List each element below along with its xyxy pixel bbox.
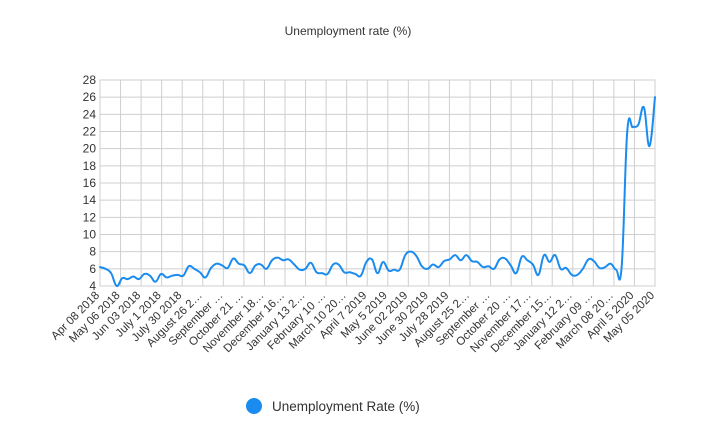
y-tick-label: 24	[83, 107, 97, 121]
legend-marker	[246, 398, 262, 414]
chart-title: Unemployment rate (%)	[285, 24, 412, 38]
y-tick-label: 22	[83, 125, 97, 139]
y-tick-label: 10	[83, 228, 97, 242]
y-tick-label: 26	[83, 90, 97, 104]
legend[interactable]: Unemployment Rate (%)	[246, 398, 420, 414]
y-tick-label: 16	[83, 176, 97, 190]
y-tick-label: 28	[83, 73, 97, 87]
y-tick-label: 18	[83, 159, 97, 173]
y-tick-label: 4	[89, 279, 96, 293]
grid	[99, 79, 656, 287]
legend-label: Unemployment Rate (%)	[272, 399, 420, 414]
series-layer	[99, 96, 656, 288]
plot-frame	[99, 79, 656, 287]
y-tick-label: 12	[83, 210, 97, 224]
y-tick-label: 8	[89, 245, 96, 259]
y-tick-label: 6	[89, 262, 96, 276]
series-line-0	[99, 96, 656, 288]
y-axis-ticks: 4 6 8 10 12 14 16 18 20 22 24 26 28	[83, 73, 97, 293]
y-tick-label: 14	[83, 193, 97, 207]
y-tick-label: 20	[83, 142, 97, 156]
